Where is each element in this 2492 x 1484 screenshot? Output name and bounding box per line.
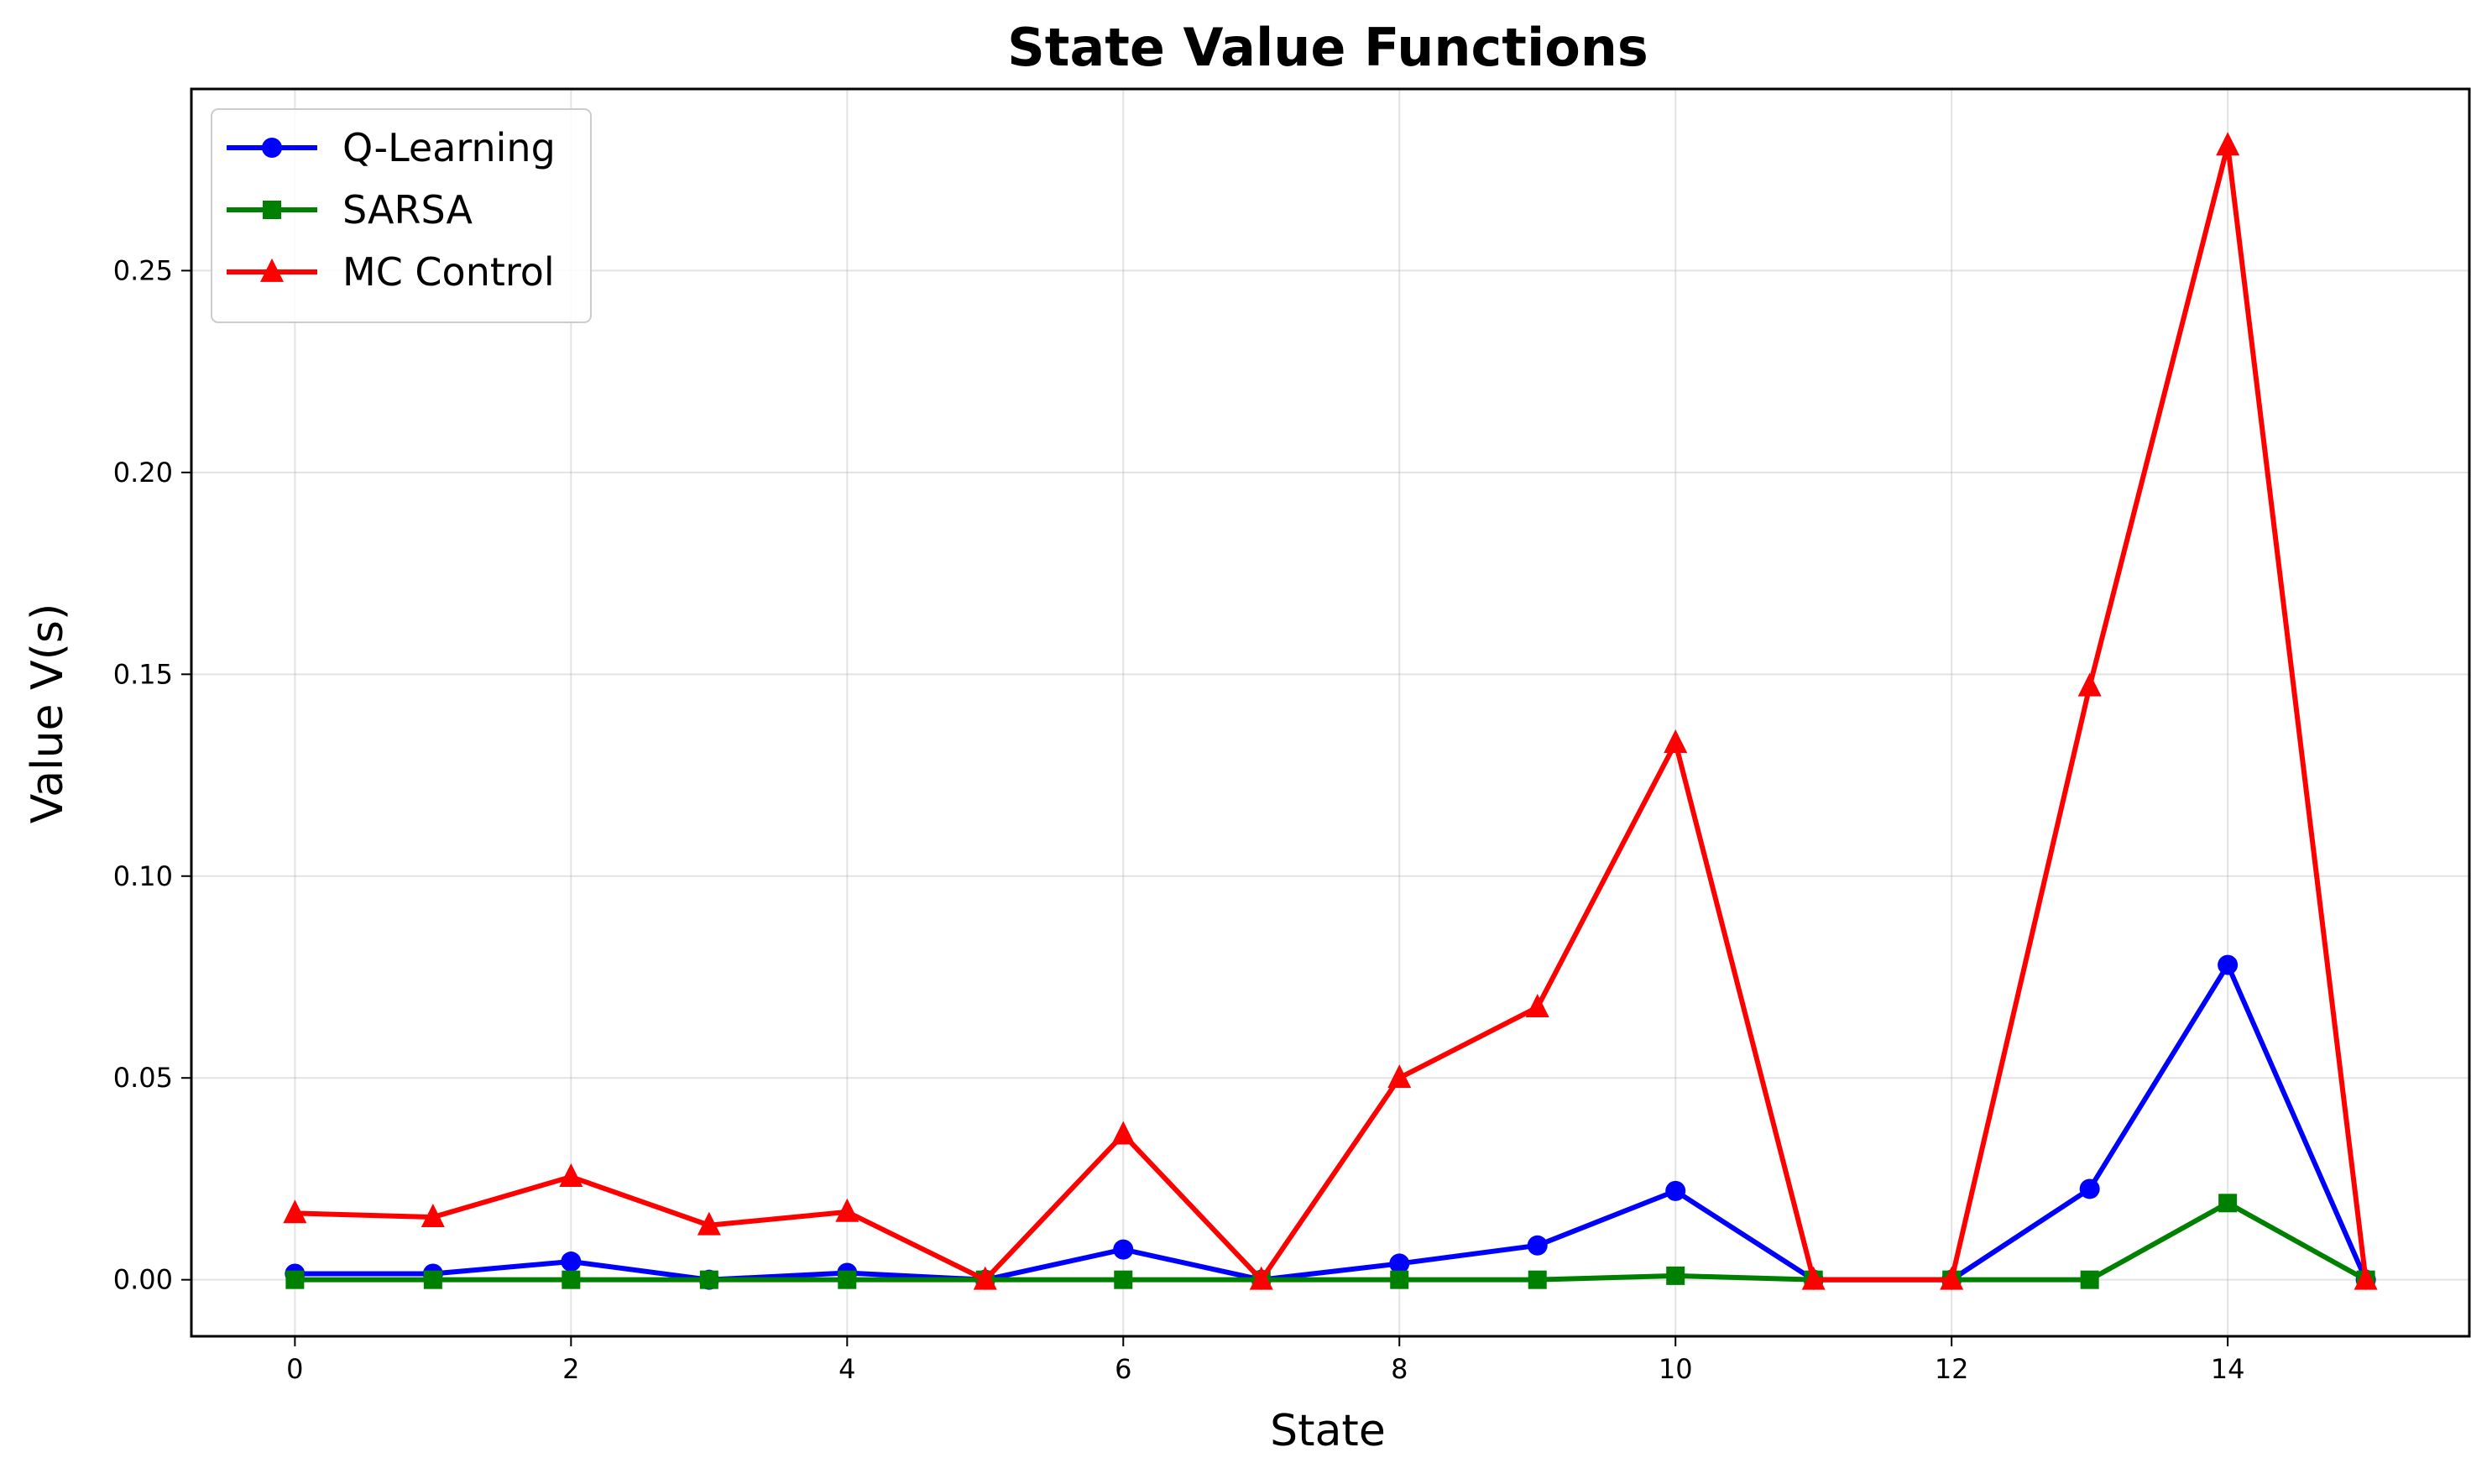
data-point-mc-control	[421, 1204, 445, 1228]
legend-item-q-learning: Q-Learning	[227, 125, 556, 170]
data-point-sarsa	[2080, 1270, 2099, 1289]
data-point-mc-control	[1525, 993, 1549, 1017]
legend: Q-Learning SARSA MC Control	[211, 108, 592, 323]
data-point-mc-control	[1664, 729, 1688, 753]
series-mc-control	[283, 132, 2378, 1290]
legend-label: MC Control	[342, 249, 555, 295]
legend-item-sarsa: SARSA	[227, 187, 473, 233]
data-point-q-learning	[2079, 1178, 2100, 1199]
y-axis-label: Value V(s)	[23, 604, 73, 824]
x-axis-label: State	[1270, 1406, 1386, 1456]
y-tick-label: 0.20	[113, 457, 173, 489]
legend-marker	[260, 258, 284, 282]
series-sarsa	[285, 1194, 2375, 1289]
x-tick-label: 14	[2211, 1353, 2245, 1385]
data-point-mc-control	[1387, 1064, 1412, 1089]
data-point-sarsa	[838, 1270, 857, 1289]
data-point-sarsa	[562, 1270, 581, 1289]
data-point-sarsa	[2218, 1194, 2238, 1213]
data-point-q-learning	[561, 1251, 582, 1272]
y-tick-label: 0.15	[113, 658, 173, 690]
data-point-mc-control	[1111, 1121, 1136, 1145]
data-point-sarsa	[1528, 1270, 1547, 1289]
data-point-sarsa	[1390, 1270, 1409, 1289]
data-point-mc-control	[283, 1199, 307, 1224]
data-point-q-learning	[1389, 1253, 1410, 1274]
series-line-sarsa	[292, 1200, 2369, 1283]
data-point-mc-control	[973, 1266, 997, 1290]
series-layer	[283, 132, 2378, 1290]
x-tick-label: 10	[1659, 1353, 1693, 1385]
legend-label: Q-Learning	[342, 125, 556, 170]
data-point-mc-control	[835, 1198, 859, 1222]
plot-area-frame	[190, 87, 2471, 1338]
x-tick-label: 6	[1115, 1353, 1131, 1385]
axis-ticks: 0 2 4 6 8 10 12 14 0.00 0.05 0.10 0.15 0.20 0.25	[113, 254, 2245, 1385]
y-tick-label: 0.05	[113, 1062, 173, 1094]
data-point-mc-control	[2354, 1266, 2378, 1290]
series-line-q-learning	[292, 962, 2369, 1283]
x-tick-label: 8	[1391, 1353, 1408, 1385]
x-tick-label: 12	[1935, 1353, 1969, 1385]
data-point-q-learning	[1665, 1180, 1686, 1201]
x-tick-label: 2	[562, 1353, 579, 1385]
data-point-sarsa	[1666, 1266, 1685, 1285]
data-point-mc-control	[559, 1163, 583, 1187]
data-point-mc-control	[1249, 1266, 1273, 1290]
x-tick-label: 0	[286, 1353, 303, 1385]
legend-marker	[263, 201, 281, 219]
data-point-q-learning	[2218, 954, 2239, 975]
y-tick-label: 0.00	[113, 1264, 173, 1296]
data-point-q-learning	[1527, 1235, 1548, 1256]
data-point-q-learning	[1113, 1239, 1134, 1260]
data-point-mc-control	[2077, 672, 2102, 697]
data-point-sarsa	[285, 1270, 305, 1289]
y-tick-label: 0.10	[113, 860, 173, 892]
data-point-mc-control	[697, 1211, 721, 1236]
legend-item-mc-control: MC Control	[227, 249, 555, 295]
series-line-mc-control	[292, 143, 2369, 1283]
data-point-mc-control	[2216, 132, 2240, 156]
data-point-sarsa	[423, 1270, 442, 1289]
legend-label: SARSA	[342, 187, 473, 233]
legend-marker	[262, 138, 282, 158]
chart-title: State Value Functions	[1007, 17, 1648, 78]
data-point-sarsa	[699, 1270, 718, 1289]
data-point-mc-control	[1801, 1266, 1826, 1290]
legend-box	[211, 108, 592, 323]
y-tick-label: 0.25	[113, 254, 173, 286]
data-point-mc-control	[1940, 1266, 1964, 1290]
x-tick-label: 4	[839, 1353, 855, 1385]
data-point-sarsa	[1114, 1270, 1133, 1289]
